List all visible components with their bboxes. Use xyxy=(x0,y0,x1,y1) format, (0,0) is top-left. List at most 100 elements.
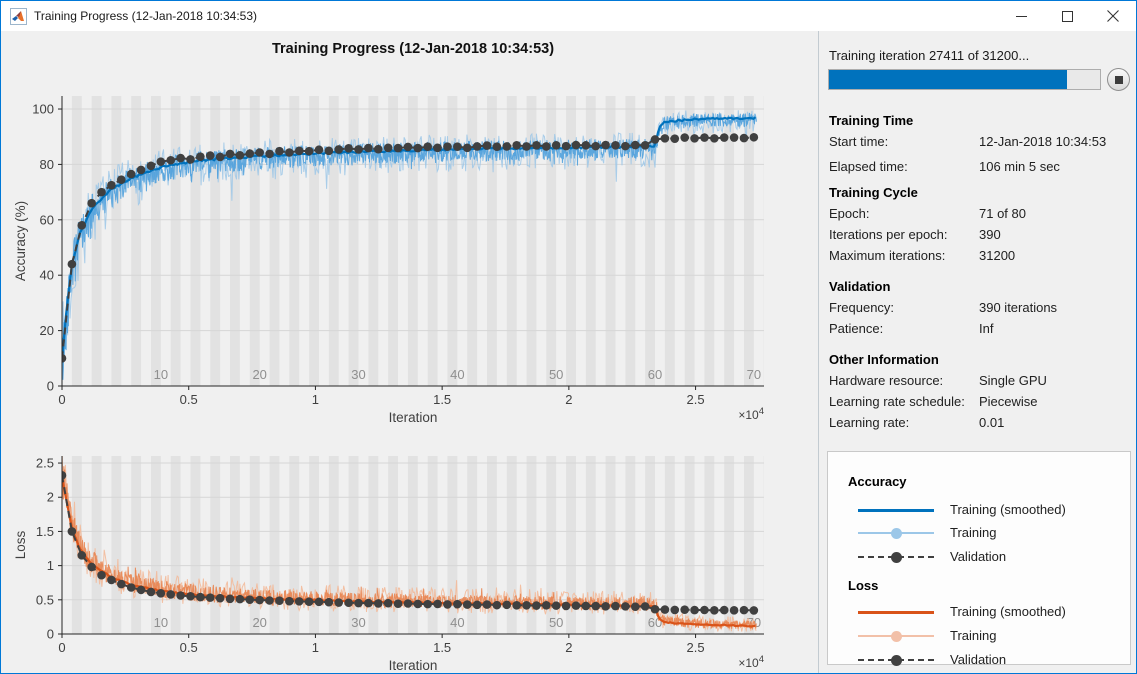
x-tick-label: 1 xyxy=(312,392,319,407)
validation-marker xyxy=(581,141,591,150)
epoch-stripe xyxy=(210,96,221,386)
epoch-stripe xyxy=(487,96,497,386)
epoch-stripe xyxy=(743,96,754,386)
epoch-stripe xyxy=(546,96,557,386)
epoch-stripe xyxy=(269,456,280,634)
validation-marker xyxy=(324,597,334,607)
y-tick-label: 0 xyxy=(47,379,54,394)
y-tick-label: 1 xyxy=(47,558,54,573)
validation-marker xyxy=(413,143,423,153)
validation-marker xyxy=(729,606,739,615)
epoch-stripe xyxy=(467,456,478,634)
validation-marker xyxy=(650,604,660,614)
epoch-label: 40 xyxy=(450,615,464,630)
stop-button[interactable] xyxy=(1107,68,1130,91)
maximize-button[interactable] xyxy=(1044,1,1090,31)
x-axis-multiplier: ×104 xyxy=(738,654,764,670)
info-value: Inf xyxy=(979,321,994,336)
legend-item: Validation xyxy=(858,549,1128,565)
minimize-button[interactable] xyxy=(998,1,1044,31)
epoch-stripe xyxy=(407,96,418,386)
epoch-stripe xyxy=(487,456,497,634)
epoch-stripe xyxy=(605,96,616,386)
epoch-stripe xyxy=(170,96,181,386)
info-value: 71 of 80 xyxy=(979,206,1026,221)
validation-marker xyxy=(591,141,601,151)
validation-marker xyxy=(512,600,521,610)
right-panel: Training iteration 27411 of 31200... Tra… xyxy=(818,31,1136,673)
minimize-icon xyxy=(1015,15,1027,17)
y-tick-label: 1.5 xyxy=(36,524,54,539)
epoch-stripe xyxy=(704,96,715,386)
y-tick-label: 0.5 xyxy=(36,592,54,607)
x-tick-label: 2 xyxy=(565,640,572,655)
x-tick-label: 1.5 xyxy=(433,640,451,655)
validation-marker xyxy=(700,605,709,615)
validation-marker xyxy=(205,593,215,602)
epoch-stripe xyxy=(427,96,438,386)
epoch-stripe xyxy=(111,456,122,634)
validation-marker xyxy=(62,354,67,363)
info-label: Maximum iterations: xyxy=(829,248,946,263)
legend-item: Training (smoothed) xyxy=(858,604,1128,620)
validation-marker xyxy=(630,140,640,150)
validation-marker xyxy=(551,141,561,150)
epoch-stripe xyxy=(249,96,260,386)
validation-marker xyxy=(630,602,640,611)
legend-line-accuracy-validation xyxy=(858,552,934,563)
validation-marker xyxy=(196,152,205,161)
validation-marker xyxy=(354,598,363,608)
validation-marker xyxy=(107,180,116,190)
info-value: 31200 xyxy=(979,248,1016,263)
validation-marker xyxy=(621,602,630,611)
info-label: Hardware resource: xyxy=(829,373,944,388)
close-button[interactable] xyxy=(1090,1,1136,31)
epoch-label: 50 xyxy=(549,367,563,382)
validation-marker xyxy=(235,594,245,604)
validation-marker xyxy=(156,589,166,598)
epoch-stripe xyxy=(150,96,161,386)
validation-marker xyxy=(393,143,403,153)
loss-chart: 10 20 30 40 50 60 700 0.5 1 1.5 2 2.500.511.522.5It… xyxy=(13,456,764,673)
validation-marker xyxy=(393,599,403,609)
legend-marker-icon xyxy=(891,631,902,642)
validation-marker xyxy=(186,591,195,601)
validation-marker xyxy=(324,146,334,156)
validation-marker xyxy=(670,134,680,143)
y-tick-label: 2 xyxy=(47,490,54,505)
info-label: Elapsed time: xyxy=(829,159,908,174)
validation-marker xyxy=(621,141,630,151)
epoch-stripe xyxy=(150,456,161,634)
epoch-stripe xyxy=(427,456,438,634)
x-tick-label: 1 xyxy=(312,640,319,655)
close-icon xyxy=(1107,10,1119,22)
validation-marker xyxy=(571,140,581,150)
validation-marker xyxy=(364,598,373,608)
y-tick-label: 100 xyxy=(32,102,54,117)
validation-marker xyxy=(561,141,571,151)
epoch-stripe xyxy=(664,456,675,634)
legend-marker-icon xyxy=(891,528,902,539)
validation-marker xyxy=(354,145,363,154)
x-tick-label: 0.5 xyxy=(180,392,198,407)
validation-marker xyxy=(304,146,314,156)
validation-marker xyxy=(462,600,472,609)
epoch-label: 30 xyxy=(351,367,365,382)
validation-marker xyxy=(314,597,324,607)
x-tick-label: 0.5 xyxy=(180,640,198,655)
chart-title: Training Progress (12-Jan-2018 10:34:53) xyxy=(272,41,554,57)
validation-marker xyxy=(196,592,205,602)
validation-marker xyxy=(482,600,492,609)
progress-bar xyxy=(828,69,1101,90)
validation-marker xyxy=(542,600,551,610)
y-axis-label: Accuracy (%) xyxy=(13,201,28,281)
epoch-stripe xyxy=(645,456,656,634)
validation-marker xyxy=(433,599,442,609)
validation-marker xyxy=(275,146,284,156)
validation-marker xyxy=(364,143,373,153)
validation-marker xyxy=(156,157,166,166)
validation-marker xyxy=(334,598,344,607)
epoch-label: 30 xyxy=(351,615,365,630)
epoch-stripe xyxy=(190,96,201,386)
validation-marker xyxy=(403,142,413,152)
